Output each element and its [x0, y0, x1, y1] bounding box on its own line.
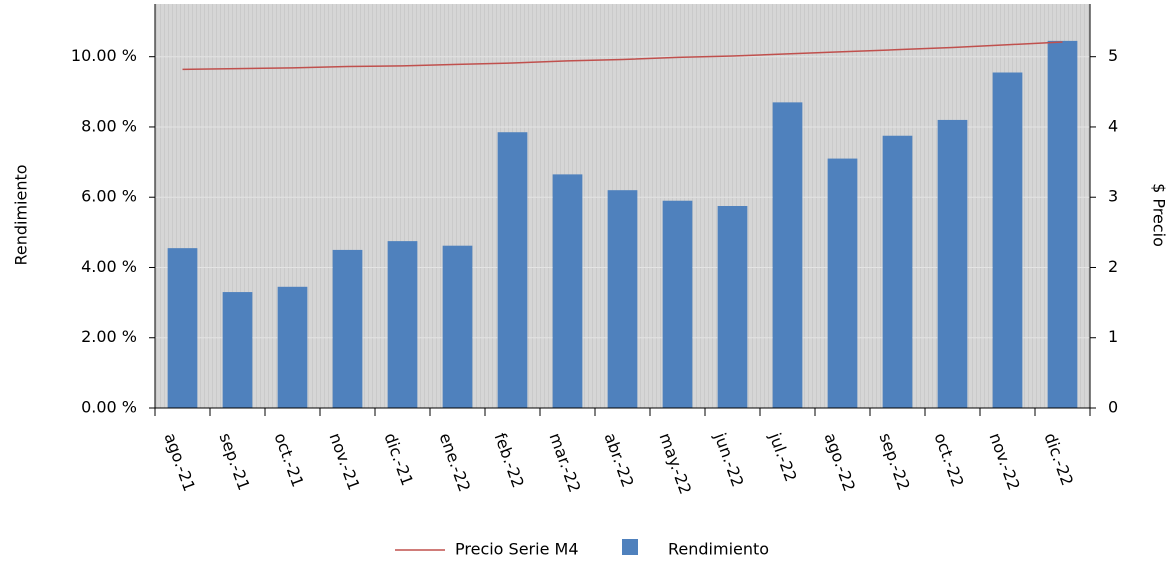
- legend-label: Rendimiento: [668, 540, 769, 559]
- bar: [222, 292, 253, 408]
- y-tick-label: 10.00 %: [71, 46, 137, 65]
- bar: [717, 206, 748, 408]
- y-tick-label: 0.00 %: [81, 398, 137, 417]
- y2-tick-label: 2: [1108, 257, 1118, 276]
- x-tick-label: nov.-22: [986, 430, 1024, 492]
- x-tick-label: nov.-21: [326, 430, 364, 492]
- bar: [277, 286, 308, 408]
- bar: [497, 132, 528, 409]
- x-tick-label: sep.-22: [876, 430, 914, 492]
- bar: [772, 102, 803, 408]
- x-tick-label: mar.-22: [546, 430, 585, 494]
- y2-tick-label: 3: [1108, 187, 1118, 206]
- x-tick-label: ene.-22: [436, 430, 475, 494]
- y2-tick-label: 5: [1108, 46, 1118, 65]
- y-tick-label: 2.00 %: [81, 327, 137, 346]
- bar: [882, 135, 913, 408]
- x-tick-label: abr.-22: [601, 430, 638, 489]
- bar: [442, 245, 473, 408]
- x-tick-label: oct.-21: [271, 430, 308, 489]
- x-tick-label: may.-22: [656, 430, 696, 496]
- bar: [992, 72, 1023, 409]
- bar: [662, 200, 693, 408]
- bar: [552, 174, 583, 408]
- x-tick-label: ago.-22: [821, 430, 860, 494]
- bar: [387, 241, 418, 408]
- legend-label: Precio Serie M4: [455, 540, 579, 559]
- bar: [607, 190, 638, 408]
- y2-axis-title: $ Precio: [1150, 183, 1169, 247]
- y2-tick-label: 4: [1108, 116, 1118, 135]
- y2-tick-label: 1: [1108, 327, 1118, 346]
- x-tick-label: feb.-22: [491, 430, 528, 490]
- x-tick-label: dic.-22: [1041, 430, 1078, 488]
- bar: [827, 158, 858, 408]
- bar: [332, 249, 363, 408]
- legend-swatch: [622, 539, 638, 555]
- y-tick-label: 6.00 %: [81, 187, 137, 206]
- x-tick-label: jul.-22: [765, 429, 800, 484]
- x-tick-label: jun.-22: [710, 429, 747, 489]
- x-tick-label: dic.-21: [381, 430, 418, 488]
- bar: [167, 248, 198, 408]
- y-axis-title: Rendimiento: [12, 164, 31, 265]
- x-tick-label: oct.-22: [931, 430, 968, 489]
- y-tick-label: 8.00 %: [81, 116, 137, 135]
- bar: [1047, 40, 1078, 408]
- y2-tick-label: 0: [1108, 398, 1118, 417]
- bar: [937, 119, 968, 409]
- x-tick-label: ago.-21: [161, 430, 200, 494]
- x-tick-label: sep.-21: [216, 430, 254, 492]
- line: [182, 41, 1063, 71]
- y-tick-label: 4.00 %: [81, 257, 137, 276]
